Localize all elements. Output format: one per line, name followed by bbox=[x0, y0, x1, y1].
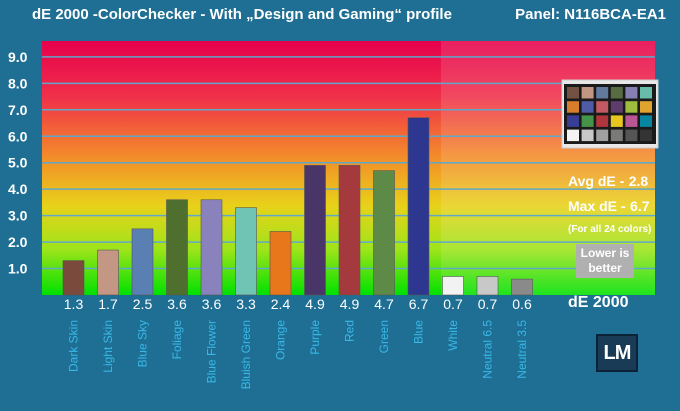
value-label: 3.6 bbox=[167, 296, 187, 312]
checker-patch bbox=[596, 115, 609, 127]
bar bbox=[476, 276, 499, 296]
value-label: 1.3 bbox=[64, 296, 84, 312]
checker-patch bbox=[567, 87, 579, 99]
category-label: Blue Flower bbox=[205, 320, 219, 383]
panel-label: Panel: N116BCA-EA1 bbox=[515, 6, 666, 23]
checker-patch bbox=[596, 129, 609, 142]
y-tick-label: 7.0 bbox=[8, 102, 28, 118]
checker-patch bbox=[640, 87, 652, 99]
category-label: Orange bbox=[274, 320, 288, 360]
checker-patch bbox=[610, 129, 623, 142]
bar bbox=[511, 278, 533, 296]
y-tick-label: 4.0 bbox=[8, 181, 28, 197]
laptopmedia-logo: LM bbox=[596, 334, 638, 372]
bar bbox=[200, 199, 223, 296]
bar bbox=[62, 260, 85, 296]
y-tick-label: 8.0 bbox=[8, 75, 28, 91]
max-de-value: 6.7 bbox=[630, 198, 650, 214]
category-label: Neutral 6.5 bbox=[481, 320, 495, 379]
y-tick-label: 2.0 bbox=[8, 234, 28, 250]
category-label: Red bbox=[343, 320, 357, 342]
value-label: 3.3 bbox=[236, 296, 256, 312]
y-tick-label: 1.0 bbox=[8, 261, 28, 277]
y-tick-label: 9.0 bbox=[8, 49, 28, 65]
lower-line-2: better bbox=[588, 261, 622, 275]
checker-patch bbox=[567, 101, 579, 113]
value-label: 1.7 bbox=[98, 296, 118, 312]
bar bbox=[269, 231, 292, 296]
y-tick-label: 3.0 bbox=[8, 208, 28, 224]
category-label: Neutral 3.5 bbox=[515, 320, 529, 379]
checker-patch bbox=[581, 115, 594, 127]
checker-patch bbox=[581, 129, 594, 142]
bar bbox=[97, 249, 119, 296]
value-label: 2.4 bbox=[271, 296, 291, 312]
value-label: 0.7 bbox=[443, 296, 463, 312]
checker-patch bbox=[610, 101, 623, 113]
category-label: Light Skin bbox=[101, 320, 115, 373]
checker-patch bbox=[610, 87, 623, 99]
bar bbox=[442, 276, 464, 296]
avg-de-value: 2.8 bbox=[628, 173, 649, 189]
chart-title: dE 2000 -ColorChecker - With „Design and… bbox=[32, 6, 452, 23]
category-label: Dark Skin bbox=[67, 320, 81, 372]
category-label: Purple bbox=[308, 320, 322, 355]
y-tick-label: 6.0 bbox=[8, 128, 28, 144]
bar bbox=[235, 207, 257, 296]
lower-is-better-badge: Lower is better bbox=[576, 244, 634, 278]
checker-patch bbox=[610, 115, 623, 127]
checker-patch bbox=[596, 87, 609, 99]
checker-patch bbox=[625, 129, 638, 142]
category-label: Green bbox=[377, 320, 391, 353]
value-label: 4.7 bbox=[374, 296, 394, 312]
lower-line-1: Lower is bbox=[580, 246, 630, 260]
bar bbox=[407, 117, 430, 296]
category-label: Foliage bbox=[170, 320, 184, 360]
avg-de-label: Avg dE - bbox=[568, 173, 625, 189]
checker-patch bbox=[567, 115, 579, 127]
bar bbox=[304, 165, 326, 296]
bar bbox=[131, 228, 154, 296]
checker-patch bbox=[625, 115, 638, 127]
checker-patch bbox=[640, 101, 652, 113]
bar bbox=[373, 170, 395, 296]
y-tick-label: 5.0 bbox=[8, 155, 28, 171]
bar bbox=[166, 199, 188, 296]
checker-patch bbox=[640, 115, 652, 127]
category-label: White bbox=[446, 320, 460, 351]
unit-label: dE 2000 bbox=[568, 294, 629, 311]
value-label: 2.5 bbox=[133, 296, 153, 312]
value-label: 0.7 bbox=[478, 296, 498, 312]
value-label: 0.6 bbox=[512, 296, 532, 312]
checker-patch bbox=[625, 101, 638, 113]
checker-patch bbox=[596, 101, 609, 113]
bar bbox=[338, 165, 361, 296]
checker-patch bbox=[567, 129, 579, 142]
checker-patch bbox=[581, 101, 594, 113]
colors-note: (For all 24 colors) bbox=[568, 224, 652, 235]
category-label: Bluish Green bbox=[239, 320, 253, 389]
category-label: Blue Sky bbox=[136, 320, 150, 367]
value-label: 6.7 bbox=[409, 296, 429, 312]
checker-patch bbox=[581, 87, 594, 99]
value-label: 4.9 bbox=[340, 296, 360, 312]
category-label: Blue bbox=[412, 320, 426, 344]
max-de-label: Max dE - bbox=[568, 198, 626, 214]
checker-patch bbox=[640, 129, 652, 142]
value-label: 3.6 bbox=[202, 296, 222, 312]
checker-patch bbox=[625, 87, 638, 99]
value-label: 4.9 bbox=[305, 296, 325, 312]
